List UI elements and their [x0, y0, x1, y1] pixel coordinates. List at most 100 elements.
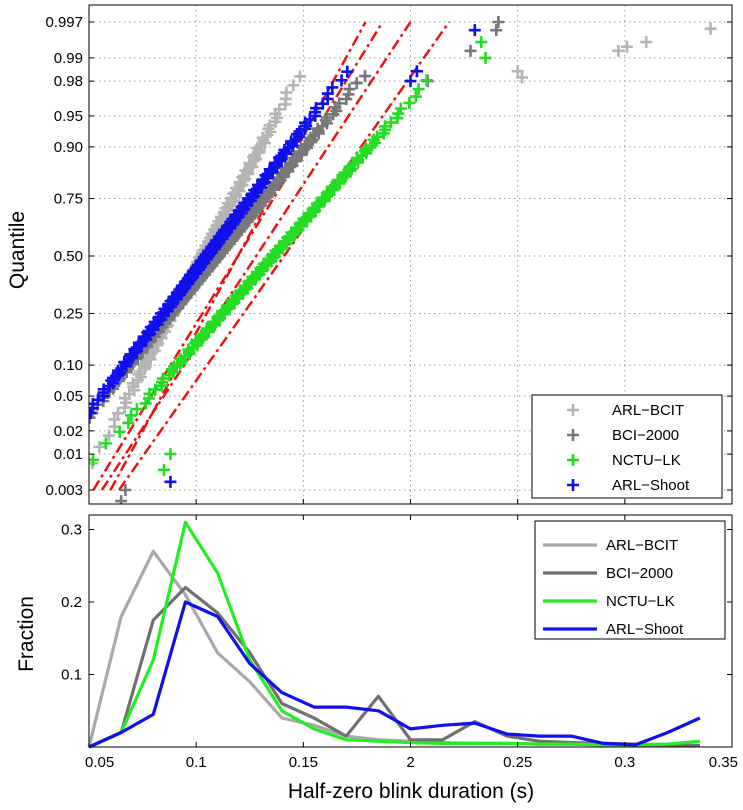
data-point [394, 102, 407, 115]
fraction-plot: 0.05 0.1 0.15 2 0.25 0.3 0.35 0.1 0.2 0.3 Fracti… [15, 514, 738, 803]
series-points [41, 24, 481, 488]
y-tick-label: 0.10 [54, 357, 83, 374]
data-point [326, 81, 339, 94]
legend-label: ARL−Shoot [606, 621, 684, 638]
data-point [280, 86, 293, 99]
data-point [409, 90, 422, 103]
data-point [343, 83, 356, 96]
data-point [122, 416, 135, 429]
x-tick-label: 0.3 [614, 754, 635, 771]
data-point [321, 87, 334, 100]
data-point [41, 461, 53, 473]
data-point [258, 137, 271, 150]
data-point [102, 429, 115, 442]
data-point [384, 116, 397, 129]
y-axis-ticks: 0.1 0.2 0.3 [61, 522, 732, 684]
y-axis-label-fraction: Fraction [15, 596, 38, 672]
data-point [464, 44, 477, 57]
data-point [567, 429, 579, 441]
reference-line [100, 21, 412, 491]
y-axis-ticks: 0.003 0.01 0.02 0.05 0.10 0.25 0.50 0.75 0.90 0.9… [45, 14, 733, 504]
data-point [341, 65, 354, 78]
data-point [410, 65, 423, 78]
data-point [287, 79, 300, 92]
data-point [640, 36, 653, 49]
data-point [371, 130, 384, 143]
data-point [108, 413, 121, 426]
x-tick-label: 2 [406, 754, 414, 771]
data-point [567, 479, 579, 491]
data-point [490, 24, 503, 37]
data-point [620, 40, 633, 53]
series-points [38, 16, 505, 504]
series-points [89, 36, 492, 476]
data-point [195, 329, 208, 342]
legend-label: BCI−2000 [612, 427, 679, 444]
y-tick-label: 0.90 [54, 139, 83, 156]
data-point [113, 425, 126, 438]
fraction-plot-frame [88, 514, 733, 748]
legend-label: BCI−2000 [606, 565, 673, 582]
x-tick-label: 0.15 [289, 754, 318, 771]
y-tick-label: 0.3 [61, 522, 82, 539]
data-point [158, 463, 171, 476]
data-point [128, 343, 141, 356]
data-point [492, 16, 505, 28]
data-point [149, 383, 162, 396]
fraction-series-lines [87, 520, 701, 749]
data-point [93, 440, 106, 453]
data-point [38, 465, 50, 477]
legend-label: ARL−Shoot [612, 477, 690, 494]
data-point [111, 407, 124, 420]
data-point [335, 74, 348, 87]
data-point [293, 70, 306, 83]
data-points [38, 16, 717, 504]
series-line [88, 520, 701, 749]
data-point [273, 151, 286, 164]
data-point [350, 77, 363, 90]
y-tick-label: 0.1 [61, 667, 82, 684]
y-tick-label: 0.003 [45, 482, 83, 499]
data-point [291, 128, 304, 141]
data-point [106, 371, 119, 384]
y-tick-label: 0.02 [54, 423, 83, 440]
y-tick-label: 0.05 [54, 388, 83, 405]
data-point [105, 374, 118, 387]
data-point [511, 65, 524, 78]
data-point [156, 372, 169, 385]
data-point [404, 75, 417, 88]
data-point [704, 22, 717, 35]
legend-box [531, 394, 723, 499]
data-point [612, 44, 625, 57]
data-point [420, 74, 433, 87]
legend-label: ARL−BCIT [612, 402, 684, 419]
legend-label: NCTU−LK [606, 593, 675, 610]
data-point [567, 454, 579, 466]
data-point [99, 437, 112, 450]
data-point [299, 138, 312, 151]
y-tick-label: 0.75 [54, 191, 83, 208]
x-tick-label: 0.25 [503, 754, 532, 771]
data-point [412, 83, 425, 96]
legend-label: NCTU−LK [612, 452, 681, 469]
data-point [403, 96, 416, 109]
data-point [115, 495, 128, 504]
data-point [130, 403, 143, 416]
reference-line [117, 21, 451, 491]
y-tick-label: 0.01 [54, 446, 83, 463]
data-point [125, 409, 138, 422]
reference-line [92, 21, 384, 491]
data-point [164, 475, 177, 488]
x-tick-label: 0.1 [186, 754, 207, 771]
data-point [479, 51, 492, 64]
data-point [333, 97, 346, 110]
series-line [88, 600, 701, 749]
data-point [360, 142, 373, 155]
y-tick-label: 0.99 [54, 50, 83, 67]
x-tick-label: 0.35 [709, 754, 738, 771]
y-tick-label: 0.25 [54, 305, 83, 322]
data-point [119, 484, 132, 496]
data-point [320, 111, 333, 124]
data-point [475, 36, 488, 49]
